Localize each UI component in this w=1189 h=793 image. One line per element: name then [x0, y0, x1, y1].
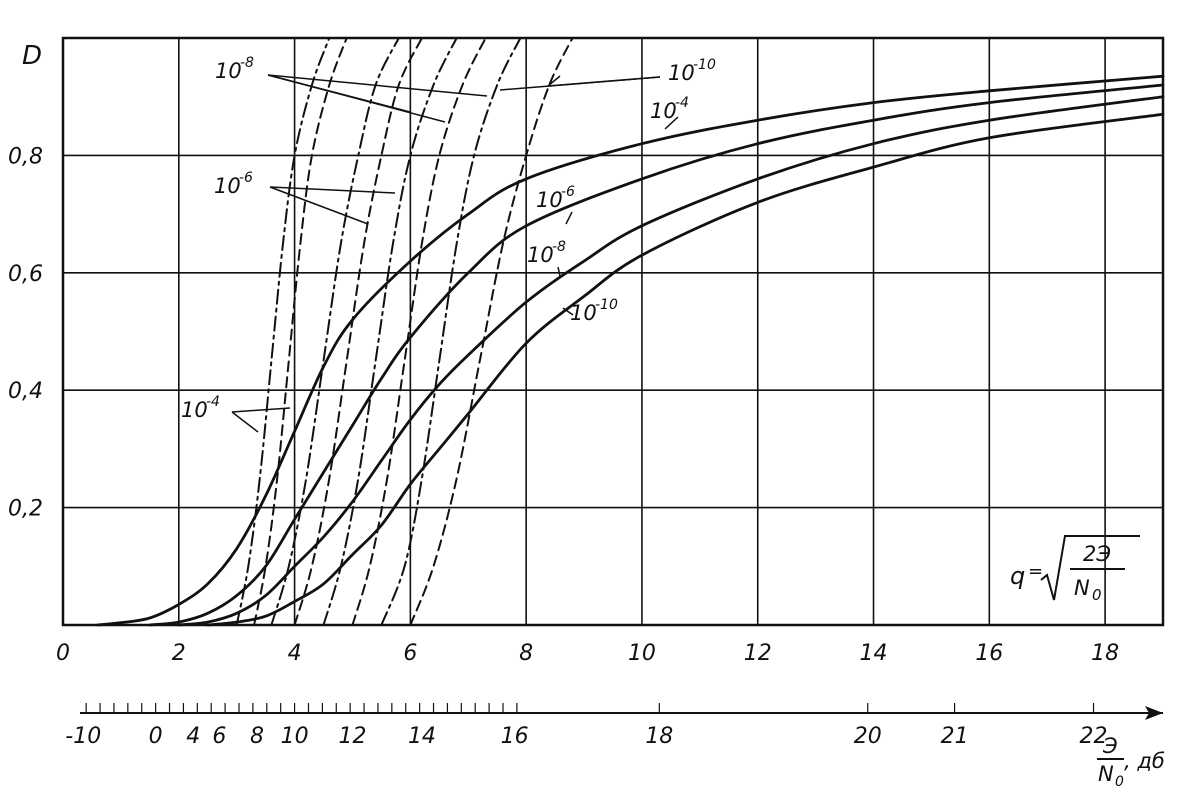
- formula-denominator-sub: 0: [1092, 586, 1102, 604]
- series-curve: [351, 37, 487, 626]
- x-tick-label: 4: [288, 641, 302, 666]
- curve-label-exponent: -10: [595, 297, 618, 313]
- series-curve: [380, 37, 522, 626]
- grid: [63, 38, 1163, 625]
- db-unit-denominator-sub: 0: [1115, 774, 1124, 790]
- q-formula: q = 2Э N 0: [1010, 535, 1140, 604]
- curve-label: 10-8: [527, 239, 566, 267]
- series-curve: [293, 37, 423, 626]
- curve-label-exponent: -8: [552, 239, 566, 255]
- y-tick-label: 0,6: [8, 262, 43, 287]
- annotation-leader-line: [557, 266, 561, 277]
- annotation-leader-line: [231, 411, 259, 433]
- curve-label-exponent: -6: [239, 170, 253, 186]
- curve-label-base: 10: [527, 243, 554, 267]
- curve-label-exponent: -4: [206, 394, 220, 410]
- curve-label-base: 10: [214, 174, 241, 198]
- db-tick-label: 4: [186, 724, 200, 749]
- formula-eq: =: [1028, 561, 1043, 582]
- db-tick-label: 8: [250, 724, 264, 749]
- db-axis-arrowhead: [1145, 706, 1163, 720]
- curve-label: 10-6: [536, 184, 575, 212]
- annotation-leaders: [231, 74, 679, 433]
- x-tick-label: 12: [744, 641, 772, 666]
- db-tick-label: 0: [149, 724, 163, 749]
- x-tick-label: 14: [860, 641, 888, 666]
- db-tick-label: 14: [408, 724, 436, 749]
- curve-label: 10-4: [181, 394, 220, 422]
- series-curve: [322, 37, 458, 626]
- series-curve: [177, 95, 1165, 627]
- series-curve: [148, 83, 1165, 627]
- y-axis-label: D: [22, 41, 42, 71]
- db-tick-label: 6: [212, 724, 226, 749]
- curve-label-base: 10: [650, 99, 677, 123]
- series-curve: [253, 37, 348, 626]
- annotation-leader-line: [267, 74, 411, 113]
- curves: [96, 37, 1165, 627]
- db-tick-label: 10: [281, 724, 309, 749]
- annotation-leader-line: [562, 307, 574, 316]
- x-tick-label: 0: [56, 641, 70, 666]
- x-tick-label: 16: [975, 641, 1003, 666]
- y-tick-label: 0,8: [8, 144, 43, 169]
- series-curve: [206, 112, 1165, 627]
- x-tick-label: 2: [172, 641, 186, 666]
- curve-label-exponent: -4: [675, 95, 689, 111]
- annotation-leader-line: [547, 75, 561, 87]
- x-tick-label: 10: [628, 641, 656, 666]
- db-tick-label: 22: [1080, 724, 1108, 749]
- plot-frame: [61, 36, 1165, 627]
- curve-label: 10-8: [215, 55, 254, 83]
- formula-lhs: q: [1010, 562, 1025, 590]
- formula-denominator: N: [1074, 576, 1090, 600]
- db-tick-label: 18: [645, 724, 673, 749]
- curve-label: 10-10: [570, 297, 618, 325]
- curve-label: 10-4: [650, 95, 689, 123]
- curve-label-exponent: -10: [693, 57, 716, 73]
- curve-label-base: 10: [570, 301, 597, 325]
- db-axis: Э N 0 , дб -10 0 4 6 8 10 12 14 16 18 20 21 22: [65, 703, 1165, 790]
- series-curve: [409, 37, 574, 626]
- x-tick-label: 8: [519, 641, 533, 666]
- db-tick-label: 12: [338, 724, 366, 749]
- curve-label: 10-10: [668, 57, 716, 85]
- curve-label: 10-6: [214, 170, 253, 198]
- series-curve: [235, 37, 331, 626]
- y-tick-labels: 0,2 0,4 0,6 0,8: [8, 144, 43, 521]
- y-tick-label: 0,2: [8, 497, 43, 522]
- y-tick-label: 0,4: [8, 379, 43, 404]
- annotation-leader-line: [269, 186, 396, 194]
- db-unit-suffix: , дб: [1124, 749, 1165, 773]
- formula-radical: [1040, 535, 1140, 601]
- db-unit-numerator: Э: [1102, 734, 1118, 758]
- db-tick-label: 16: [501, 724, 529, 749]
- db-unit-denominator: N: [1098, 762, 1114, 786]
- formula-numerator: 2Э: [1083, 542, 1111, 566]
- series-curve: [96, 74, 1165, 627]
- x-tick-labels: 0 2 4 6 8 10 12 14 16 18: [56, 641, 1119, 666]
- curve-label-base: 10: [215, 59, 242, 83]
- annotation-leader-line: [565, 211, 573, 225]
- x-tick-label: 18: [1091, 641, 1119, 666]
- db-tick-label: 21: [941, 724, 969, 749]
- db-tick-label: -10: [65, 724, 101, 749]
- curve-label-base: 10: [668, 61, 695, 85]
- x-tick-label: 6: [403, 641, 417, 666]
- curve-label-base: 10: [536, 188, 563, 212]
- annotation-leader-line: [231, 407, 291, 413]
- annotation-leader-line: [267, 74, 488, 97]
- curve-label-exponent: -8: [240, 55, 254, 71]
- annotation-leader-line: [269, 186, 369, 225]
- curve-label-exponent: -6: [561, 184, 575, 200]
- annotation-leader-line: [499, 76, 661, 91]
- curve-label-base: 10: [181, 398, 208, 422]
- db-tick-label: 20: [854, 724, 882, 749]
- annotation-leader-line: [664, 116, 679, 130]
